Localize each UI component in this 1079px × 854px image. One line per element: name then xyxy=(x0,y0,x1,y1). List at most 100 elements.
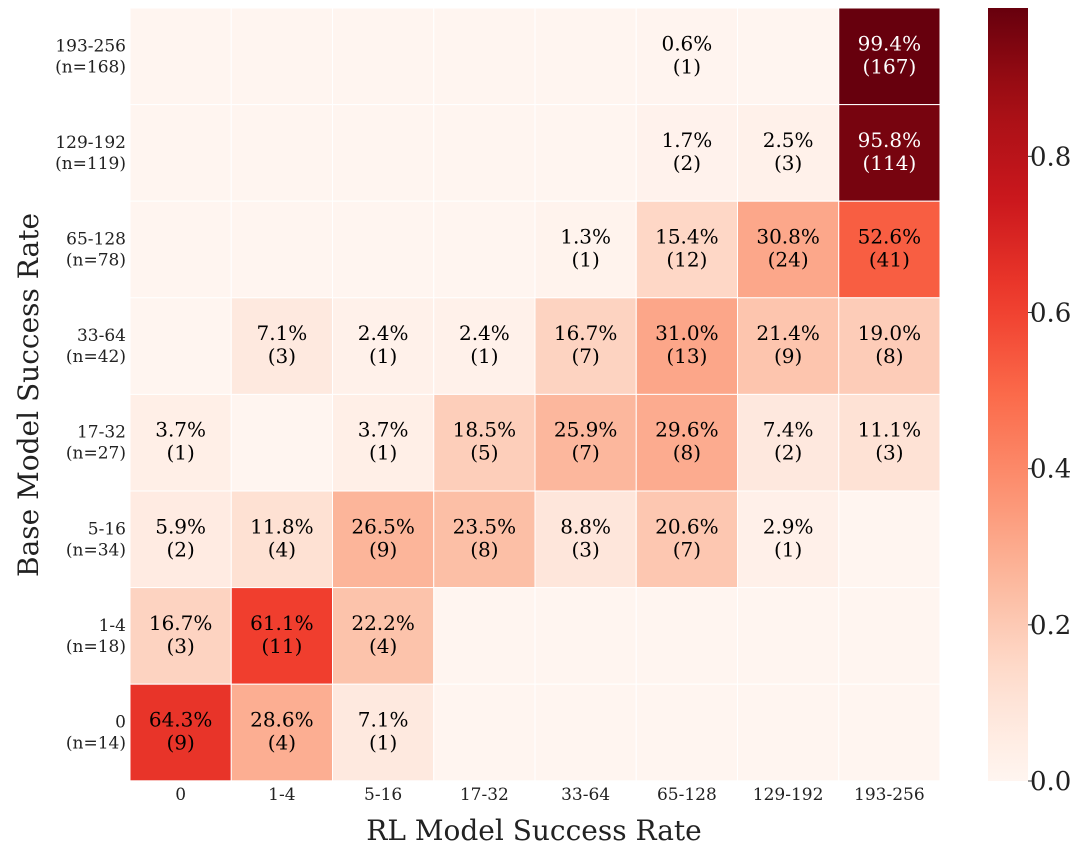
y-axis-label: Base Model Success Rate xyxy=(12,213,45,577)
cell-count-label: (9) xyxy=(369,537,397,561)
x-tick-label: 5-16 xyxy=(364,785,402,805)
heatmap-cell xyxy=(230,104,333,202)
y-tick-count-label: (n=34) xyxy=(66,540,126,560)
cell-count-label: (114) xyxy=(862,151,916,175)
heatmap-cell xyxy=(433,297,536,395)
cell-percent-label: 15.4% xyxy=(655,225,719,249)
heatmap-cell xyxy=(737,200,840,299)
heatmap-cell xyxy=(534,490,637,589)
heatmap-cell xyxy=(635,7,738,106)
cell-percent-label: 19.0% xyxy=(858,321,922,345)
heatmap-cell xyxy=(129,104,232,202)
heatmap-cell xyxy=(635,587,738,685)
cell-percent-label: 61.1% xyxy=(250,611,314,635)
cell-percent-label: 20.6% xyxy=(655,514,719,538)
heatmap-cell xyxy=(230,7,333,106)
y-tick-count-label: (n=42) xyxy=(66,347,126,367)
cell-percent-label: 64.3% xyxy=(149,708,213,732)
y-tick-label: 33-64 xyxy=(77,326,126,346)
cell-percent-label: 8.8% xyxy=(560,514,611,538)
cell-count-label: (7) xyxy=(673,537,701,561)
x-tick-label: 129-192 xyxy=(753,785,824,805)
colorbar-tick-label: 0.2 xyxy=(1030,611,1071,641)
x-tick-label: 65-128 xyxy=(657,785,717,805)
cell-count-label: (1) xyxy=(571,248,599,272)
y-tick-count-label: (n=14) xyxy=(66,734,126,754)
heatmap-cell xyxy=(129,683,232,782)
cell-count-label: (8) xyxy=(875,344,903,368)
cell-count-label: (2) xyxy=(166,537,194,561)
cell-percent-label: 7.1% xyxy=(358,708,409,732)
cell-count-label: (3) xyxy=(166,634,194,658)
heatmap-cell xyxy=(534,683,637,782)
cell-percent-label: 3.7% xyxy=(155,418,206,442)
colorbar-tick-label: 0.0 xyxy=(1030,767,1071,797)
cell-count-label: (13) xyxy=(666,344,707,368)
y-tick-label: 0 xyxy=(115,713,126,733)
cell-percent-label: 26.5% xyxy=(351,514,415,538)
heatmap-cell xyxy=(332,104,435,202)
cell-percent-label: 99.4% xyxy=(858,31,922,55)
heatmap-cell xyxy=(433,104,536,202)
heatmap-cell xyxy=(332,393,435,492)
heatmap-cell xyxy=(230,297,333,395)
cell-count-label: (5) xyxy=(470,441,498,465)
cell-count-label: (1) xyxy=(470,344,498,368)
y-tick-label: 17-32 xyxy=(77,423,126,443)
cell-count-label: (1) xyxy=(166,441,194,465)
cell-count-label: (3) xyxy=(774,151,802,175)
cell-count-label: (8) xyxy=(470,537,498,561)
cell-count-label: (4) xyxy=(268,731,296,755)
heatmap-cell xyxy=(433,7,536,106)
heatmap-cell xyxy=(737,104,840,202)
heatmap-cell xyxy=(433,587,536,685)
x-axis-label: RL Model Success Rate xyxy=(366,814,701,847)
y-tick-count-label: (n=119) xyxy=(55,154,126,174)
cell-count-label: (24) xyxy=(768,248,809,272)
heatmap-cell xyxy=(129,393,232,492)
y-tick-label: 1-4 xyxy=(99,616,126,636)
x-tick-label: 33-64 xyxy=(561,785,610,805)
heatmap-cell xyxy=(433,683,536,782)
cell-percent-label: 31.0% xyxy=(655,321,719,345)
heatmap-cell xyxy=(129,7,232,106)
heatmap-cell xyxy=(635,104,738,202)
heatmap-cell xyxy=(838,104,941,202)
cell-percent-label: 2.9% xyxy=(763,514,814,538)
colorbar-tick-label: 0.8 xyxy=(1030,142,1071,172)
cell-percent-label: 5.9% xyxy=(155,514,206,538)
colorbar-tick-label: 0.4 xyxy=(1030,455,1071,485)
heatmap-cell xyxy=(737,587,840,685)
cell-count-label: (12) xyxy=(666,248,707,272)
cell-percent-label: 3.7% xyxy=(358,418,409,442)
x-axis-tick-labels: 0 1-4 5-16 17-32 33-64 65-128 129-192 193-256 xyxy=(175,785,924,805)
cell-count-label: (3) xyxy=(875,441,903,465)
colorbar xyxy=(988,8,1028,781)
y-tick-label: 193-256 xyxy=(55,36,126,56)
heatmap-cell xyxy=(838,7,941,106)
heatmap-cell xyxy=(534,7,637,106)
cell-count-label: (9) xyxy=(166,731,194,755)
cell-percent-label: 29.6% xyxy=(655,418,719,442)
heatmap-cell xyxy=(230,683,333,782)
cell-percent-label: 28.6% xyxy=(250,708,314,732)
cell-count-label: (8) xyxy=(673,441,701,465)
cell-percent-label: 30.8% xyxy=(756,225,820,249)
heatmap-cell xyxy=(838,683,941,782)
heatmap-cell xyxy=(534,200,637,299)
heatmap-cell xyxy=(838,297,941,395)
y-tick-count-label: (n=78) xyxy=(66,251,126,271)
y-tick-label: 5-16 xyxy=(88,519,126,539)
heatmap-cell xyxy=(230,490,333,589)
cell-percent-label: 2.4% xyxy=(358,321,409,345)
cell-percent-label: 52.6% xyxy=(858,225,922,249)
cell-count-label: (2) xyxy=(774,441,802,465)
cell-count-label: (41) xyxy=(869,248,910,272)
cell-count-label: (3) xyxy=(571,537,599,561)
cell-count-label: (167) xyxy=(862,54,916,78)
cell-count-label: (1) xyxy=(774,537,802,561)
heatmap-cell xyxy=(737,393,840,492)
heatmap-cell xyxy=(737,297,840,395)
y-axis-tick-labels: 193-256(n=168) 129-192(n=119) 65-128(n=78)… xyxy=(55,36,126,753)
heatmap-cell xyxy=(635,297,738,395)
